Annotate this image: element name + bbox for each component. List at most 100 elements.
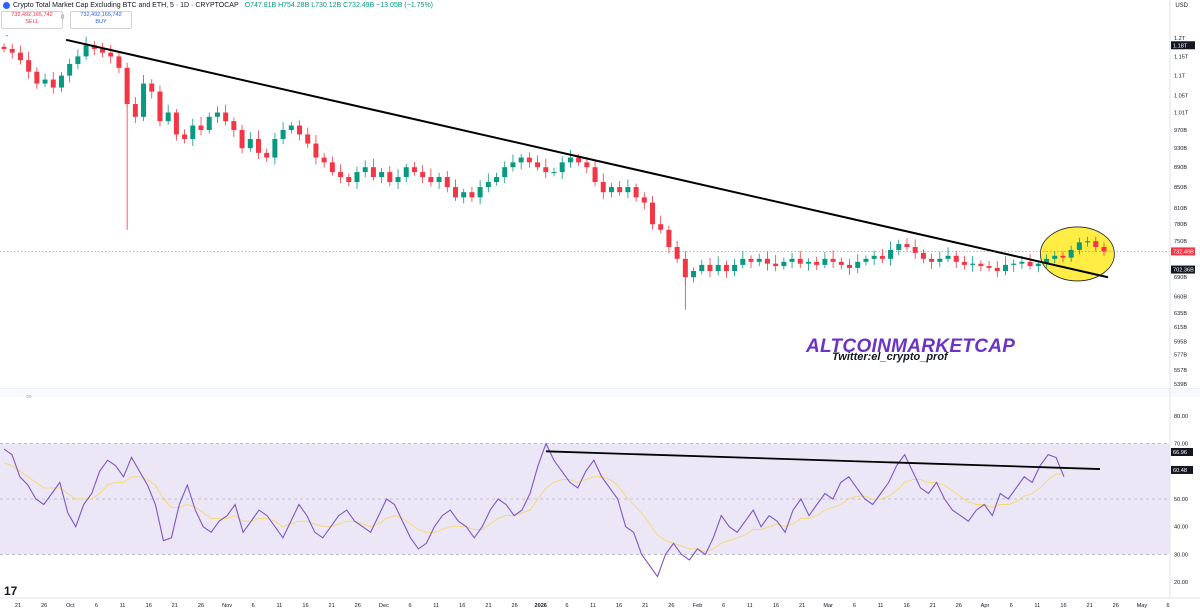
candle-body xyxy=(108,52,114,57)
candle-body xyxy=(67,63,73,76)
candle-body xyxy=(354,172,360,183)
candle-body xyxy=(469,192,475,198)
spread-value: 0 xyxy=(61,15,65,21)
candle-body xyxy=(1035,263,1041,267)
candle-body xyxy=(124,67,130,105)
time-tick-label: 6 xyxy=(1010,603,1013,609)
candle-body xyxy=(641,197,647,203)
candle-body xyxy=(149,83,155,92)
candle-body xyxy=(666,229,672,247)
price-tick-label: 1.2T xyxy=(1174,36,1186,42)
candle-body xyxy=(362,167,368,173)
candle-body xyxy=(510,162,516,168)
currency-label[interactable]: USD xyxy=(1175,3,1188,9)
candle-body xyxy=(888,249,894,259)
collapse-indicators-icon[interactable]: ⌃ xyxy=(4,35,10,42)
candle-body xyxy=(732,264,738,272)
chart-header: Crypto Total Market Cap Excluding BTC an… xyxy=(0,0,433,12)
candle-body xyxy=(461,192,467,198)
price-tick-label: 750B xyxy=(1174,239,1187,245)
candle-body xyxy=(986,266,992,268)
candle-body xyxy=(773,263,779,267)
price-tick-label: 810B xyxy=(1174,206,1187,212)
sell-button[interactable]: 732,492,165,742 SELL xyxy=(1,11,63,29)
time-tick-label: Oct xyxy=(66,603,75,609)
buy-button[interactable]: 732,492,165,742 BUY xyxy=(70,11,132,29)
price-tick-label: 635B xyxy=(1174,311,1187,317)
time-tick-label: 21 xyxy=(172,603,178,609)
candle-body xyxy=(75,56,81,64)
time-tick-label: Nov xyxy=(222,603,232,609)
candle-body xyxy=(691,271,697,278)
candle-body xyxy=(214,112,220,117)
candle-body xyxy=(1068,249,1074,258)
price-tag xyxy=(1171,247,1195,256)
candle-body xyxy=(288,125,294,130)
rsi-settings-icon[interactable]: ∞ xyxy=(26,392,32,401)
candle-body xyxy=(658,224,664,230)
candle-body xyxy=(411,167,417,173)
candle-body xyxy=(764,258,770,264)
cryptocap-logo-icon xyxy=(3,1,10,9)
rsi-tick-label: 70.00 xyxy=(1174,442,1188,448)
rsi-tick-label: 80.00 xyxy=(1174,414,1188,420)
time-tick-label: 6 xyxy=(722,603,725,609)
rsi-value-tag-label: 66.96 xyxy=(1173,450,1187,456)
symbol-title[interactable]: Crypto Total Market Cap Excluding BTC an… xyxy=(13,2,239,9)
time-tick-label: Apr xyxy=(981,603,990,609)
price-tick-label: 690B xyxy=(1174,275,1187,281)
candle-body xyxy=(650,202,656,225)
candle-body xyxy=(477,187,483,198)
rsi-tick-label: 30.00 xyxy=(1174,552,1188,558)
candle-body xyxy=(929,258,935,262)
candle-body xyxy=(395,177,401,183)
candle-body xyxy=(723,264,729,272)
candle-body xyxy=(756,258,762,262)
candle-body xyxy=(543,167,549,173)
rsi-value-tag xyxy=(1171,465,1193,474)
candle-body xyxy=(600,182,606,193)
time-tick-label: 21 xyxy=(485,603,491,609)
price-tick-label: 577B xyxy=(1174,353,1187,359)
price-tag-label: 1.18T xyxy=(1173,43,1188,49)
candle-body xyxy=(978,263,984,267)
candle-body xyxy=(559,162,565,173)
buy-price: 732,492,165,742 xyxy=(80,12,122,18)
candle-body xyxy=(567,157,573,163)
candle-body xyxy=(526,157,532,163)
candle-body xyxy=(255,138,261,153)
candle-body xyxy=(346,177,352,183)
candle-body xyxy=(297,125,303,135)
time-tick-label: 6 xyxy=(1166,603,1169,609)
price-tag-label: 732.49B xyxy=(1173,249,1194,255)
rsi-tick-label: 20.00 xyxy=(1174,580,1188,586)
candle-body xyxy=(1011,263,1017,265)
price-tag-label: 702.36B xyxy=(1173,268,1194,274)
rsi-value-tag xyxy=(1171,447,1193,456)
candle-body xyxy=(428,177,434,183)
candle-body xyxy=(625,187,631,193)
time-tick-label: 16 xyxy=(302,603,308,609)
candle-body xyxy=(26,60,32,72)
candle-body xyxy=(937,258,943,262)
candle-body xyxy=(1101,246,1107,252)
time-tick-label: 26 xyxy=(41,603,47,609)
time-tick-label: 21 xyxy=(799,603,805,609)
candle-body xyxy=(633,187,639,198)
candle-body xyxy=(132,104,138,117)
candle-body xyxy=(231,121,237,130)
candle-body xyxy=(814,261,820,265)
candle-body xyxy=(1002,264,1008,272)
time-tick-label: 26 xyxy=(511,603,517,609)
time-tick-label: 16 xyxy=(773,603,779,609)
candle-body xyxy=(740,258,746,265)
time-tick-label: 21 xyxy=(1086,603,1092,609)
time-tick-label: 16 xyxy=(903,603,909,609)
candle-body xyxy=(748,258,754,262)
candle-body xyxy=(50,79,56,88)
time-tick-label: 21 xyxy=(930,603,936,609)
time-tick-label: 11 xyxy=(120,603,126,609)
candle-body xyxy=(370,167,376,178)
